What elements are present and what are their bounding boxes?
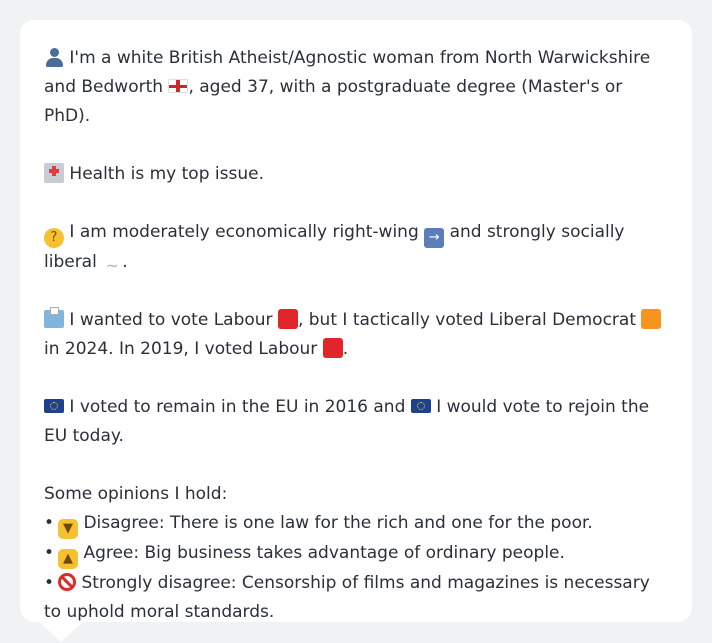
opinion-item: • ▼ Disagree: There is one law for the ri… — [44, 513, 593, 539]
hospital-icon — [44, 163, 64, 183]
vote-text-part2: , but I tactically voted Liberal Democra… — [297, 310, 636, 330]
labour-red-square-icon — [277, 309, 298, 329]
message-bubble: I'm a white British Atheist/Agnostic wom… — [20, 20, 692, 622]
intro-text-part2: , aged 37, with a postgraduate degree (M… — [44, 77, 623, 126]
opinions-heading: Some opinions I hold: — [44, 484, 228, 504]
ideology-paragraph: ? I am moderately economically right-win… — [44, 218, 668, 277]
opinion-item: • Strongly disagree: Censorship of films… — [44, 573, 650, 622]
vote-text-part1: I wanted to vote Labour — [69, 310, 273, 330]
eu-paragraph: I voted to remain in the EU in 2016 and … — [44, 393, 668, 451]
opinion-text: Agree: Big business takes advantage of o… — [83, 543, 565, 563]
bullet: • — [44, 573, 55, 593]
bullet: • — [44, 513, 55, 533]
thumbs-down-icon: ▼ — [58, 519, 79, 539]
eu-flag-icon — [410, 399, 431, 413]
message-bubble-tail — [38, 621, 84, 642]
libdem-orange-square-icon — [641, 309, 662, 329]
bullet: • — [44, 543, 55, 563]
eu-text-part1: I voted to remain in the EU in 2016 and — [69, 397, 406, 417]
intro-paragraph: I'm a white British Atheist/Agnostic wom… — [44, 44, 668, 131]
vote-text-part4: . — [342, 339, 349, 359]
opinions-paragraph: Some opinions I hold: • ▼ Disagree: There… — [44, 480, 668, 627]
top-issue-paragraph: Health is my top issue. — [44, 160, 668, 189]
eu-text-part2: I would vote to rejoin the EU today. — [44, 397, 650, 446]
top-issue-text: Health is my top issue. — [69, 164, 264, 184]
economic-text-part1: I am moderately economically right-wing — [69, 222, 419, 242]
england-flag-icon — [168, 79, 189, 93]
opinion-text: Strongly disagree: Censorship of films a… — [44, 573, 650, 622]
opinion-text: Disagree: There is one law for the rich … — [83, 513, 593, 533]
economic-text-part3: . — [122, 252, 128, 272]
intro-text-part1: I'm a white British Atheist/Agnostic wom… — [44, 48, 651, 97]
eu-flag-icon — [44, 399, 64, 413]
thumbs-up-icon: ▲ — [58, 549, 79, 569]
vote-text-part3: in 2024. In 2019, I voted Labour — [44, 339, 318, 359]
ballot-box-icon — [44, 307, 64, 328]
thinking-face-icon: ? — [44, 228, 64, 248]
dove-icon: ~ — [105, 256, 119, 275]
no-entry-icon — [58, 573, 77, 591]
person-icon — [44, 47, 64, 67]
vote-paragraph: I wanted to vote Labour , but I tactical… — [44, 306, 668, 364]
right-arrow-icon: → — [424, 228, 445, 248]
labour-red-square-icon — [322, 338, 343, 358]
opinion-item: • ▲ Agree: Big business takes advantage o… — [44, 543, 565, 569]
economic-text-part2: and strongly socially liberal — [44, 222, 625, 272]
